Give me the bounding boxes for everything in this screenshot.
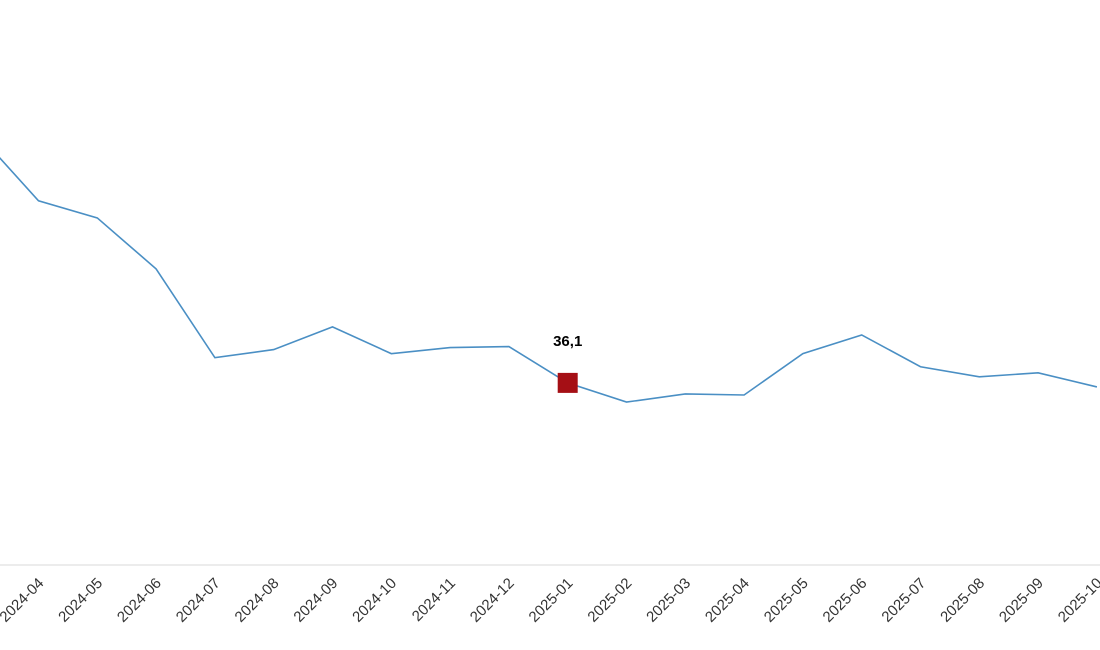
- highlight-marker: [557, 372, 578, 393]
- x-tick-label: 2025-07: [878, 575, 929, 626]
- x-tick-label: 2025-06: [820, 575, 871, 626]
- x-tick-label: 2024-08: [232, 575, 283, 626]
- x-tick-label: 2025-10: [1055, 575, 1100, 626]
- x-tick-label: 2024-06: [114, 575, 165, 626]
- x-tick-label: 2024-04: [0, 575, 47, 626]
- x-tick-label: 2024-12: [467, 575, 518, 626]
- x-tick-label: 2024-11: [409, 575, 459, 625]
- x-tick-label: 2025-04: [702, 575, 753, 626]
- x-tick-label: 2025-05: [761, 575, 812, 626]
- x-tick-label: 2025-08: [937, 575, 988, 626]
- x-tick-label: 2025-03: [643, 575, 694, 626]
- data-label: 36,1: [553, 333, 582, 350]
- x-tick-label: 2025-02: [584, 575, 635, 626]
- x-tick-label: 2025-01: [526, 575, 577, 626]
- x-tick-label: 2024-10: [349, 575, 400, 626]
- x-tick-label: 2024-07: [173, 575, 224, 626]
- x-tick-label: 2025-09: [996, 575, 1047, 626]
- x-tick-label: 2024-09: [290, 575, 341, 626]
- data-line: [0, 156, 1098, 403]
- x-tick-label: 2024-05: [55, 575, 106, 626]
